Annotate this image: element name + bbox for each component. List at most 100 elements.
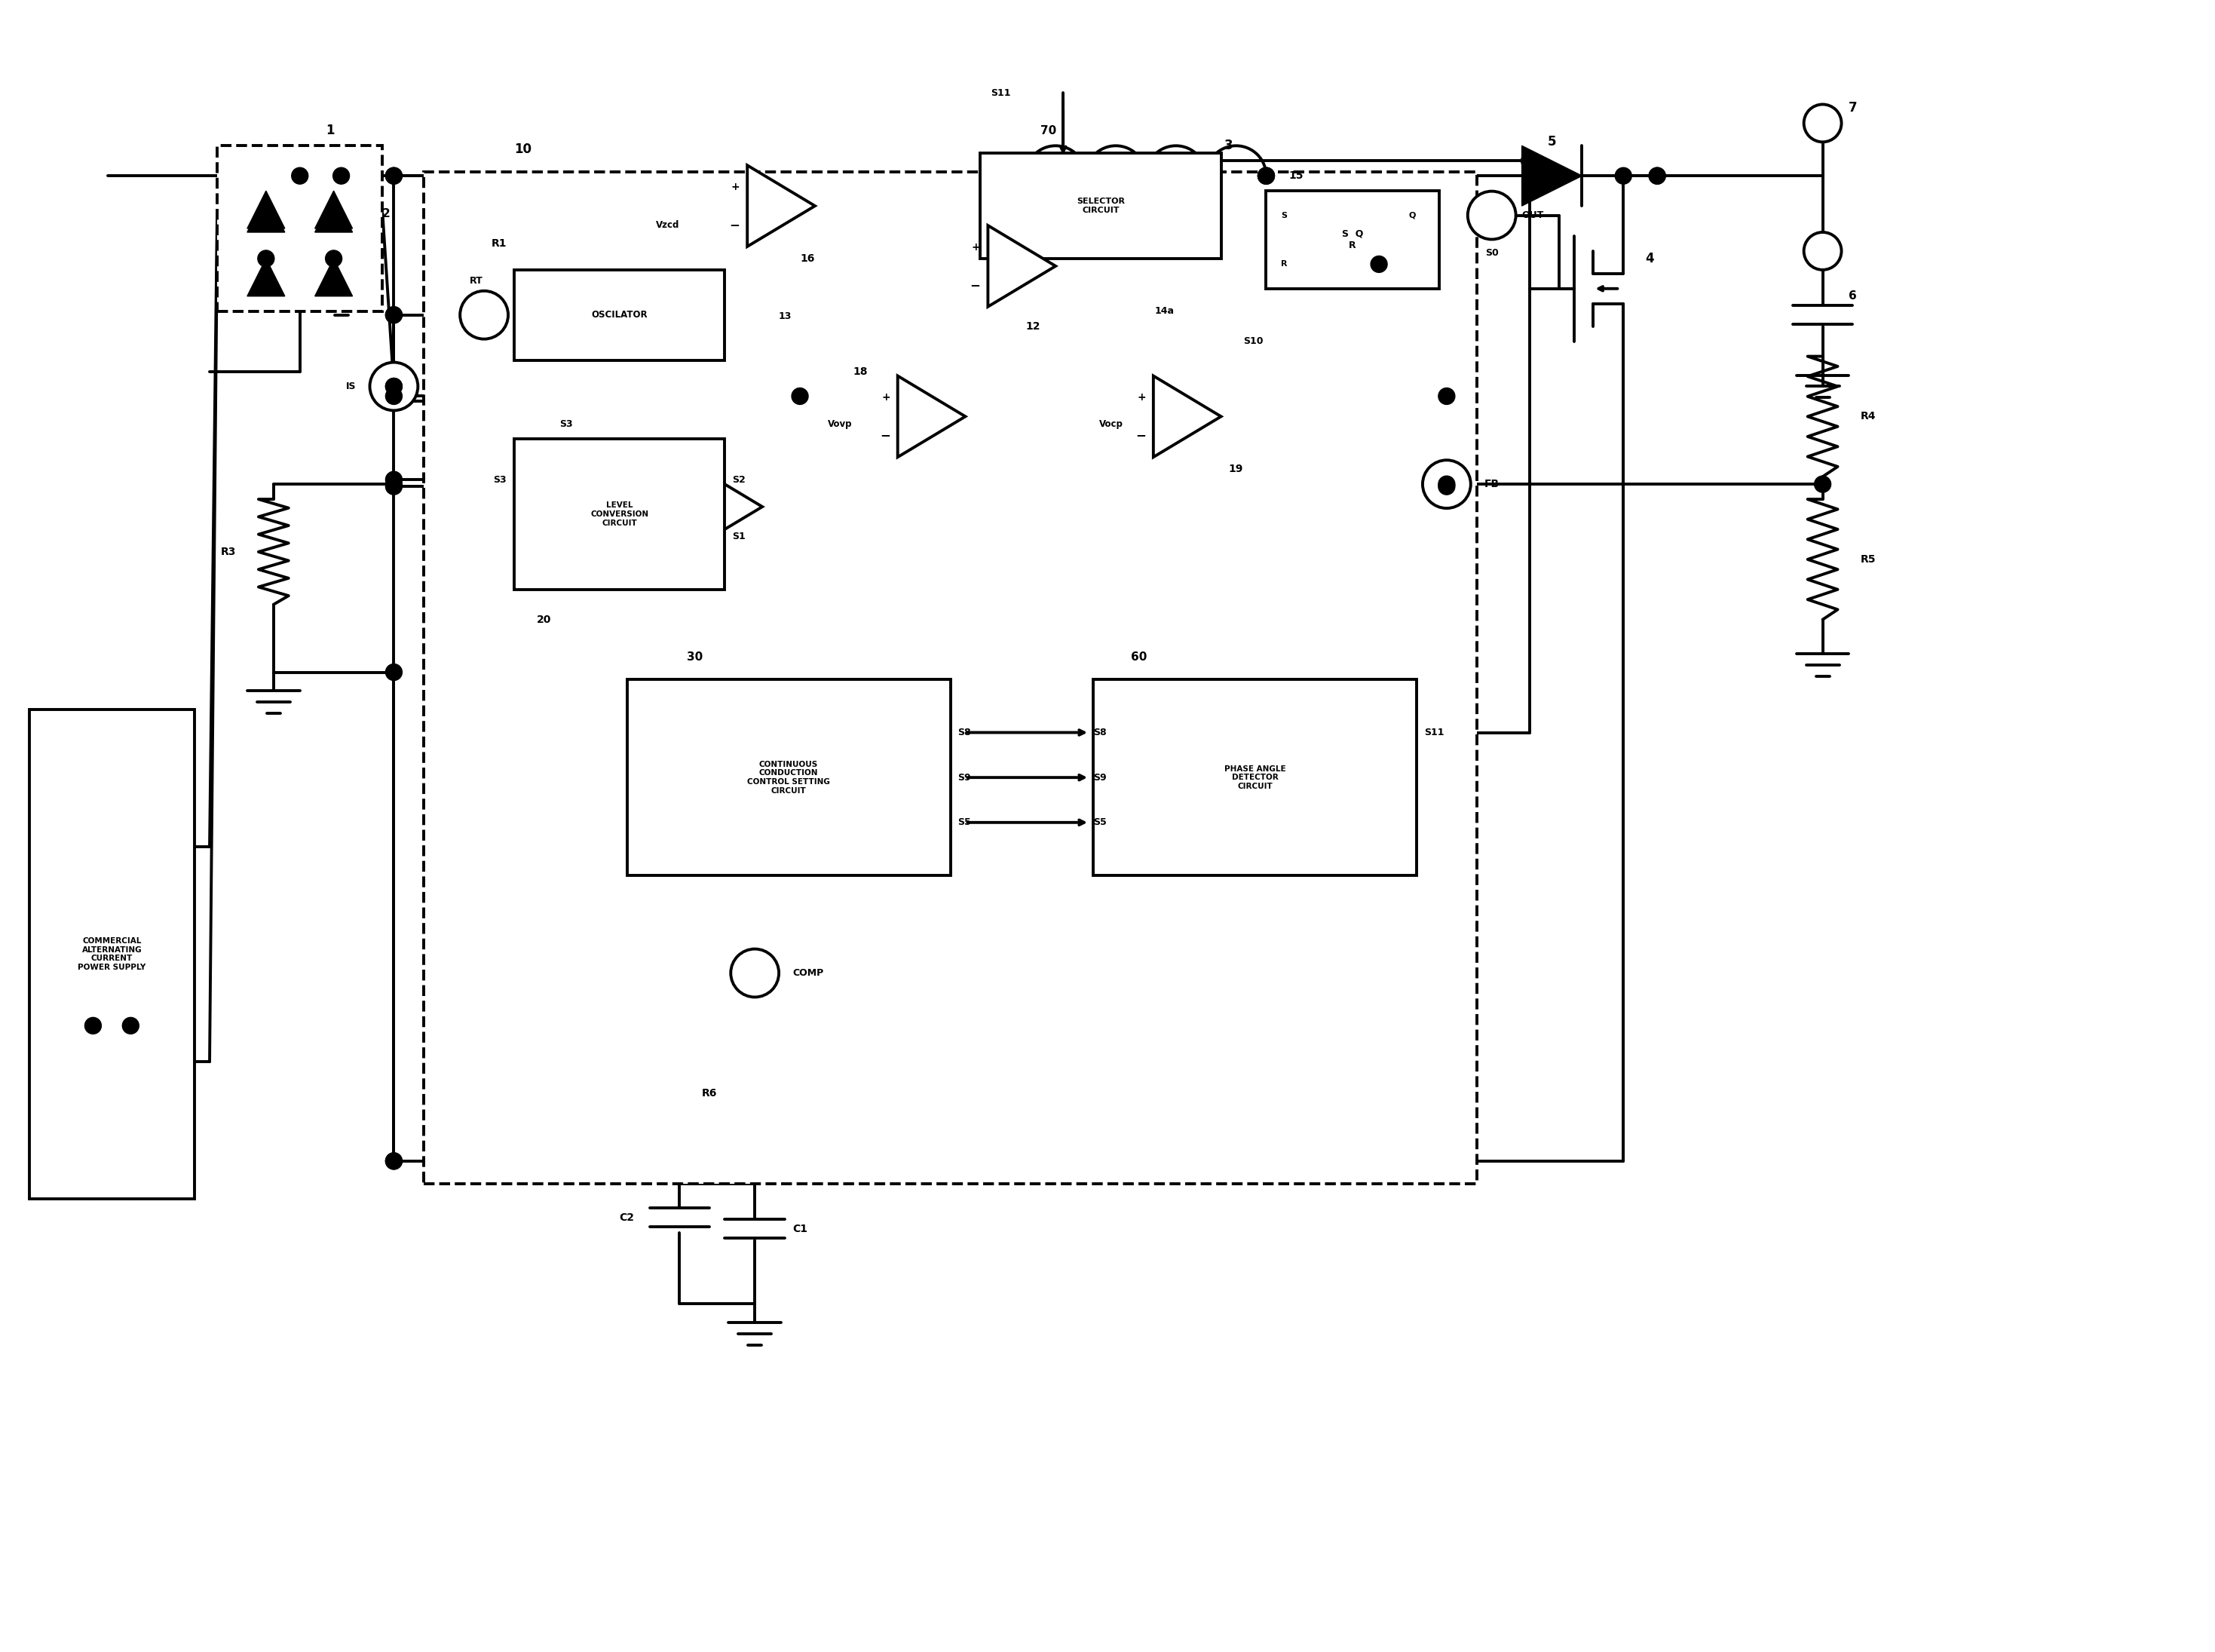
Bar <box>423 172 1477 1183</box>
Text: S  Q
R: S Q R <box>1342 230 1364 251</box>
Bar <box>1094 679 1418 876</box>
Circle shape <box>1522 152 1537 169</box>
Text: Vocp: Vocp <box>1099 420 1123 430</box>
Text: 12: 12 <box>1026 320 1041 332</box>
Polygon shape <box>1154 377 1220 458</box>
Text: 5: 5 <box>1548 135 1557 149</box>
Text: Vzcd: Vzcd <box>656 220 680 230</box>
Bar <box>627 679 950 876</box>
Polygon shape <box>315 195 352 233</box>
Polygon shape <box>248 195 286 233</box>
Text: COMP: COMP <box>793 968 824 978</box>
Circle shape <box>385 664 403 681</box>
Text: 14a: 14a <box>1154 306 1174 316</box>
Text: OSCILATOR: OSCILATOR <box>591 311 647 320</box>
Bar <box>217 145 383 311</box>
Text: 60: 60 <box>1132 651 1147 662</box>
Text: S1: S1 <box>733 532 746 542</box>
Text: 18: 18 <box>853 367 868 377</box>
Text: S0: S0 <box>1484 248 1500 258</box>
Text: Vref: Vref <box>642 509 664 519</box>
Circle shape <box>326 251 341 268</box>
Circle shape <box>385 167 403 183</box>
Circle shape <box>1803 233 1841 269</box>
Text: PHASE ANGLE
DETECTOR
CIRCUIT: PHASE ANGLE DETECTOR CIRCUIT <box>1225 765 1285 790</box>
Text: 4: 4 <box>1646 251 1655 266</box>
Text: S3: S3 <box>560 420 574 430</box>
Circle shape <box>84 1018 102 1034</box>
Text: S5: S5 <box>1094 818 1108 828</box>
Text: −: − <box>729 218 740 231</box>
Text: +: + <box>731 182 740 192</box>
Circle shape <box>385 378 403 395</box>
Circle shape <box>292 167 308 183</box>
Text: LEVEL
CONVERSION
CIRCUIT: LEVEL CONVERSION CIRCUIT <box>591 502 649 527</box>
Text: 15: 15 <box>1289 170 1302 182</box>
Circle shape <box>385 476 403 492</box>
Text: C1: C1 <box>793 1224 808 1234</box>
Text: S2: S2 <box>733 474 746 484</box>
Circle shape <box>122 1018 140 1034</box>
Text: 1: 1 <box>326 124 334 137</box>
Text: +: + <box>1136 393 1145 403</box>
Text: C2: C2 <box>620 1213 633 1222</box>
Circle shape <box>326 205 341 221</box>
Polygon shape <box>315 259 352 296</box>
Circle shape <box>385 307 403 324</box>
Polygon shape <box>315 192 352 228</box>
Circle shape <box>1438 477 1455 494</box>
Polygon shape <box>696 466 762 547</box>
Text: IS: IS <box>346 382 357 392</box>
Text: +: + <box>972 241 981 253</box>
Circle shape <box>257 251 275 268</box>
Text: 2: 2 <box>383 208 390 220</box>
Text: S9: S9 <box>957 773 970 783</box>
Polygon shape <box>248 259 286 296</box>
Text: S8: S8 <box>957 727 970 737</box>
Circle shape <box>1648 167 1666 183</box>
Text: S11: S11 <box>1424 727 1444 737</box>
Circle shape <box>1258 167 1274 183</box>
Polygon shape <box>897 377 966 458</box>
Text: 30: 30 <box>687 651 702 662</box>
Text: FB: FB <box>1484 479 1500 489</box>
Bar <box>981 154 1220 259</box>
Text: OUT: OUT <box>1522 210 1544 220</box>
Circle shape <box>1438 388 1455 405</box>
Circle shape <box>1469 192 1515 240</box>
Circle shape <box>385 471 403 487</box>
Text: Q: Q <box>1409 211 1415 220</box>
Text: S: S <box>1280 211 1287 220</box>
Text: +: + <box>678 482 687 494</box>
Text: 19: 19 <box>1229 464 1243 474</box>
Circle shape <box>257 205 275 221</box>
Text: R1: R1 <box>492 238 507 249</box>
Polygon shape <box>746 165 815 246</box>
Text: S3: S3 <box>494 474 507 484</box>
Circle shape <box>1814 476 1832 492</box>
Text: S11: S11 <box>990 88 1010 97</box>
Circle shape <box>385 378 403 395</box>
Text: R: R <box>1280 261 1287 268</box>
Text: S10: S10 <box>1243 337 1263 347</box>
Text: 10: 10 <box>514 142 532 157</box>
Circle shape <box>1422 461 1471 509</box>
Text: COMMERCIAL
ALTERNATING
CURRENT
POWER SUPPLY: COMMERCIAL ALTERNATING CURRENT POWER SUP… <box>78 937 146 971</box>
Text: 11: 11 <box>664 449 680 459</box>
Text: R5: R5 <box>1861 553 1876 565</box>
Text: 6: 6 <box>1850 291 1856 302</box>
Text: 7: 7 <box>1847 101 1856 116</box>
Circle shape <box>1803 104 1841 142</box>
Text: 16: 16 <box>800 253 815 264</box>
Text: −: − <box>1136 428 1145 443</box>
Polygon shape <box>1522 145 1582 206</box>
Circle shape <box>385 1153 403 1170</box>
Text: R3: R3 <box>222 547 237 557</box>
Circle shape <box>385 388 403 405</box>
Text: +: + <box>882 393 890 403</box>
Text: −: − <box>676 519 687 532</box>
Text: R4: R4 <box>1861 411 1876 421</box>
Circle shape <box>1258 167 1274 183</box>
Bar <box>514 439 724 590</box>
Text: 70: 70 <box>1041 126 1057 137</box>
